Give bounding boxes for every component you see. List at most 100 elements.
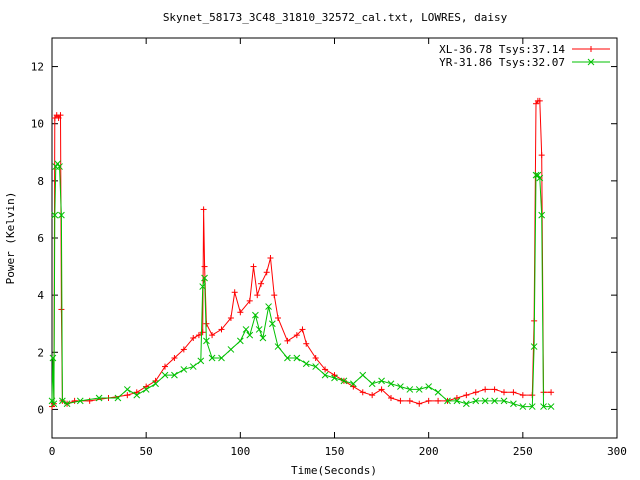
y-tick-label: 2 (37, 346, 44, 359)
data-point (462, 400, 470, 408)
data-point (519, 403, 527, 410)
data-point (268, 320, 276, 328)
axis-ticks: 0 50 100 150 200 250 300 0 2 4 6 8 10 12 (31, 38, 627, 458)
data-point (416, 400, 423, 407)
data-point (299, 326, 306, 333)
data-point (425, 397, 432, 404)
data-point (71, 397, 78, 404)
data-point (388, 395, 394, 401)
data-point (274, 343, 282, 350)
data-point (201, 263, 208, 270)
data-point (56, 163, 63, 170)
data-point (133, 389, 140, 396)
data-point (54, 160, 62, 168)
data-point (263, 269, 270, 276)
y-tick-label: 6 (37, 232, 44, 245)
y-tick-label: 0 (37, 403, 44, 416)
data-point (349, 380, 357, 388)
data-point (481, 397, 489, 405)
data-point (59, 397, 66, 405)
data-point (199, 329, 206, 336)
data-point (180, 366, 188, 373)
data-point (133, 391, 141, 399)
y-tick-label: 4 (37, 289, 44, 302)
data-point (218, 326, 225, 333)
data-point (359, 389, 366, 396)
data-point (538, 211, 546, 219)
data-point (143, 383, 150, 390)
data-point (387, 380, 395, 388)
data-point (252, 311, 259, 319)
data-point (534, 171, 542, 179)
data-point (472, 397, 480, 405)
data-point (242, 326, 250, 333)
data-point (548, 389, 555, 396)
data-point (259, 334, 267, 342)
data-point (190, 335, 197, 341)
data-point (368, 380, 376, 388)
data-point (162, 363, 168, 370)
x-tick-label: 100 (230, 445, 250, 458)
data-point (195, 332, 202, 339)
data-point (453, 397, 461, 405)
data-point (444, 397, 451, 405)
data-point (284, 354, 291, 362)
data-point (275, 315, 281, 321)
chart-title: Skynet_58173_3C48_31810_32572_cal.txt, L… (163, 11, 508, 24)
data-point (434, 388, 442, 396)
data-point (538, 152, 545, 159)
data-point (510, 400, 517, 408)
data-point (491, 386, 498, 393)
data-point (49, 354, 57, 362)
data-point (171, 355, 178, 361)
data-point (124, 392, 131, 399)
data-point (540, 403, 547, 410)
legend-swatch-marker (587, 58, 595, 66)
data-point (142, 386, 150, 393)
data-point (58, 211, 65, 219)
data-point (340, 377, 348, 385)
data-point (415, 386, 423, 393)
data-point (530, 343, 538, 350)
data-point (501, 389, 507, 396)
x-axis-label: Time(Seconds) (291, 464, 377, 477)
y-tick-label: 8 (37, 175, 44, 188)
data-point (331, 372, 338, 379)
data-point (312, 355, 319, 361)
data-point (536, 174, 544, 182)
data-point (406, 386, 414, 393)
data-point (547, 403, 555, 410)
data-point (359, 371, 367, 379)
data-point (95, 394, 103, 402)
data-point (397, 383, 404, 390)
data-point (271, 292, 278, 299)
data-point (227, 315, 234, 321)
data-point (152, 380, 159, 388)
data-point (472, 389, 479, 396)
data-point (50, 400, 58, 408)
data-point (246, 297, 253, 304)
data-point (406, 397, 413, 404)
data-point (435, 397, 442, 404)
data-point (267, 255, 274, 261)
data-point (482, 386, 489, 393)
data-point (510, 389, 517, 396)
series-2 (48, 160, 555, 410)
data-point (302, 360, 310, 368)
x-tick-label: 0 (49, 445, 56, 458)
legend-label: YR-31.86 Tsys:32.07 (439, 56, 565, 69)
legend-label: XL-36.78 Tsys:37.14 (439, 43, 565, 56)
series-layer (48, 97, 555, 410)
data-point (397, 397, 404, 404)
y-axis-label: Power (Kelvin) (4, 192, 17, 285)
data-point (237, 309, 244, 316)
data-point (200, 206, 207, 213)
data-point (76, 397, 84, 405)
data-point (322, 366, 329, 373)
x-tick-label: 300 (607, 445, 627, 458)
data-point (201, 274, 208, 282)
data-point (209, 332, 216, 339)
data-point (236, 337, 244, 345)
